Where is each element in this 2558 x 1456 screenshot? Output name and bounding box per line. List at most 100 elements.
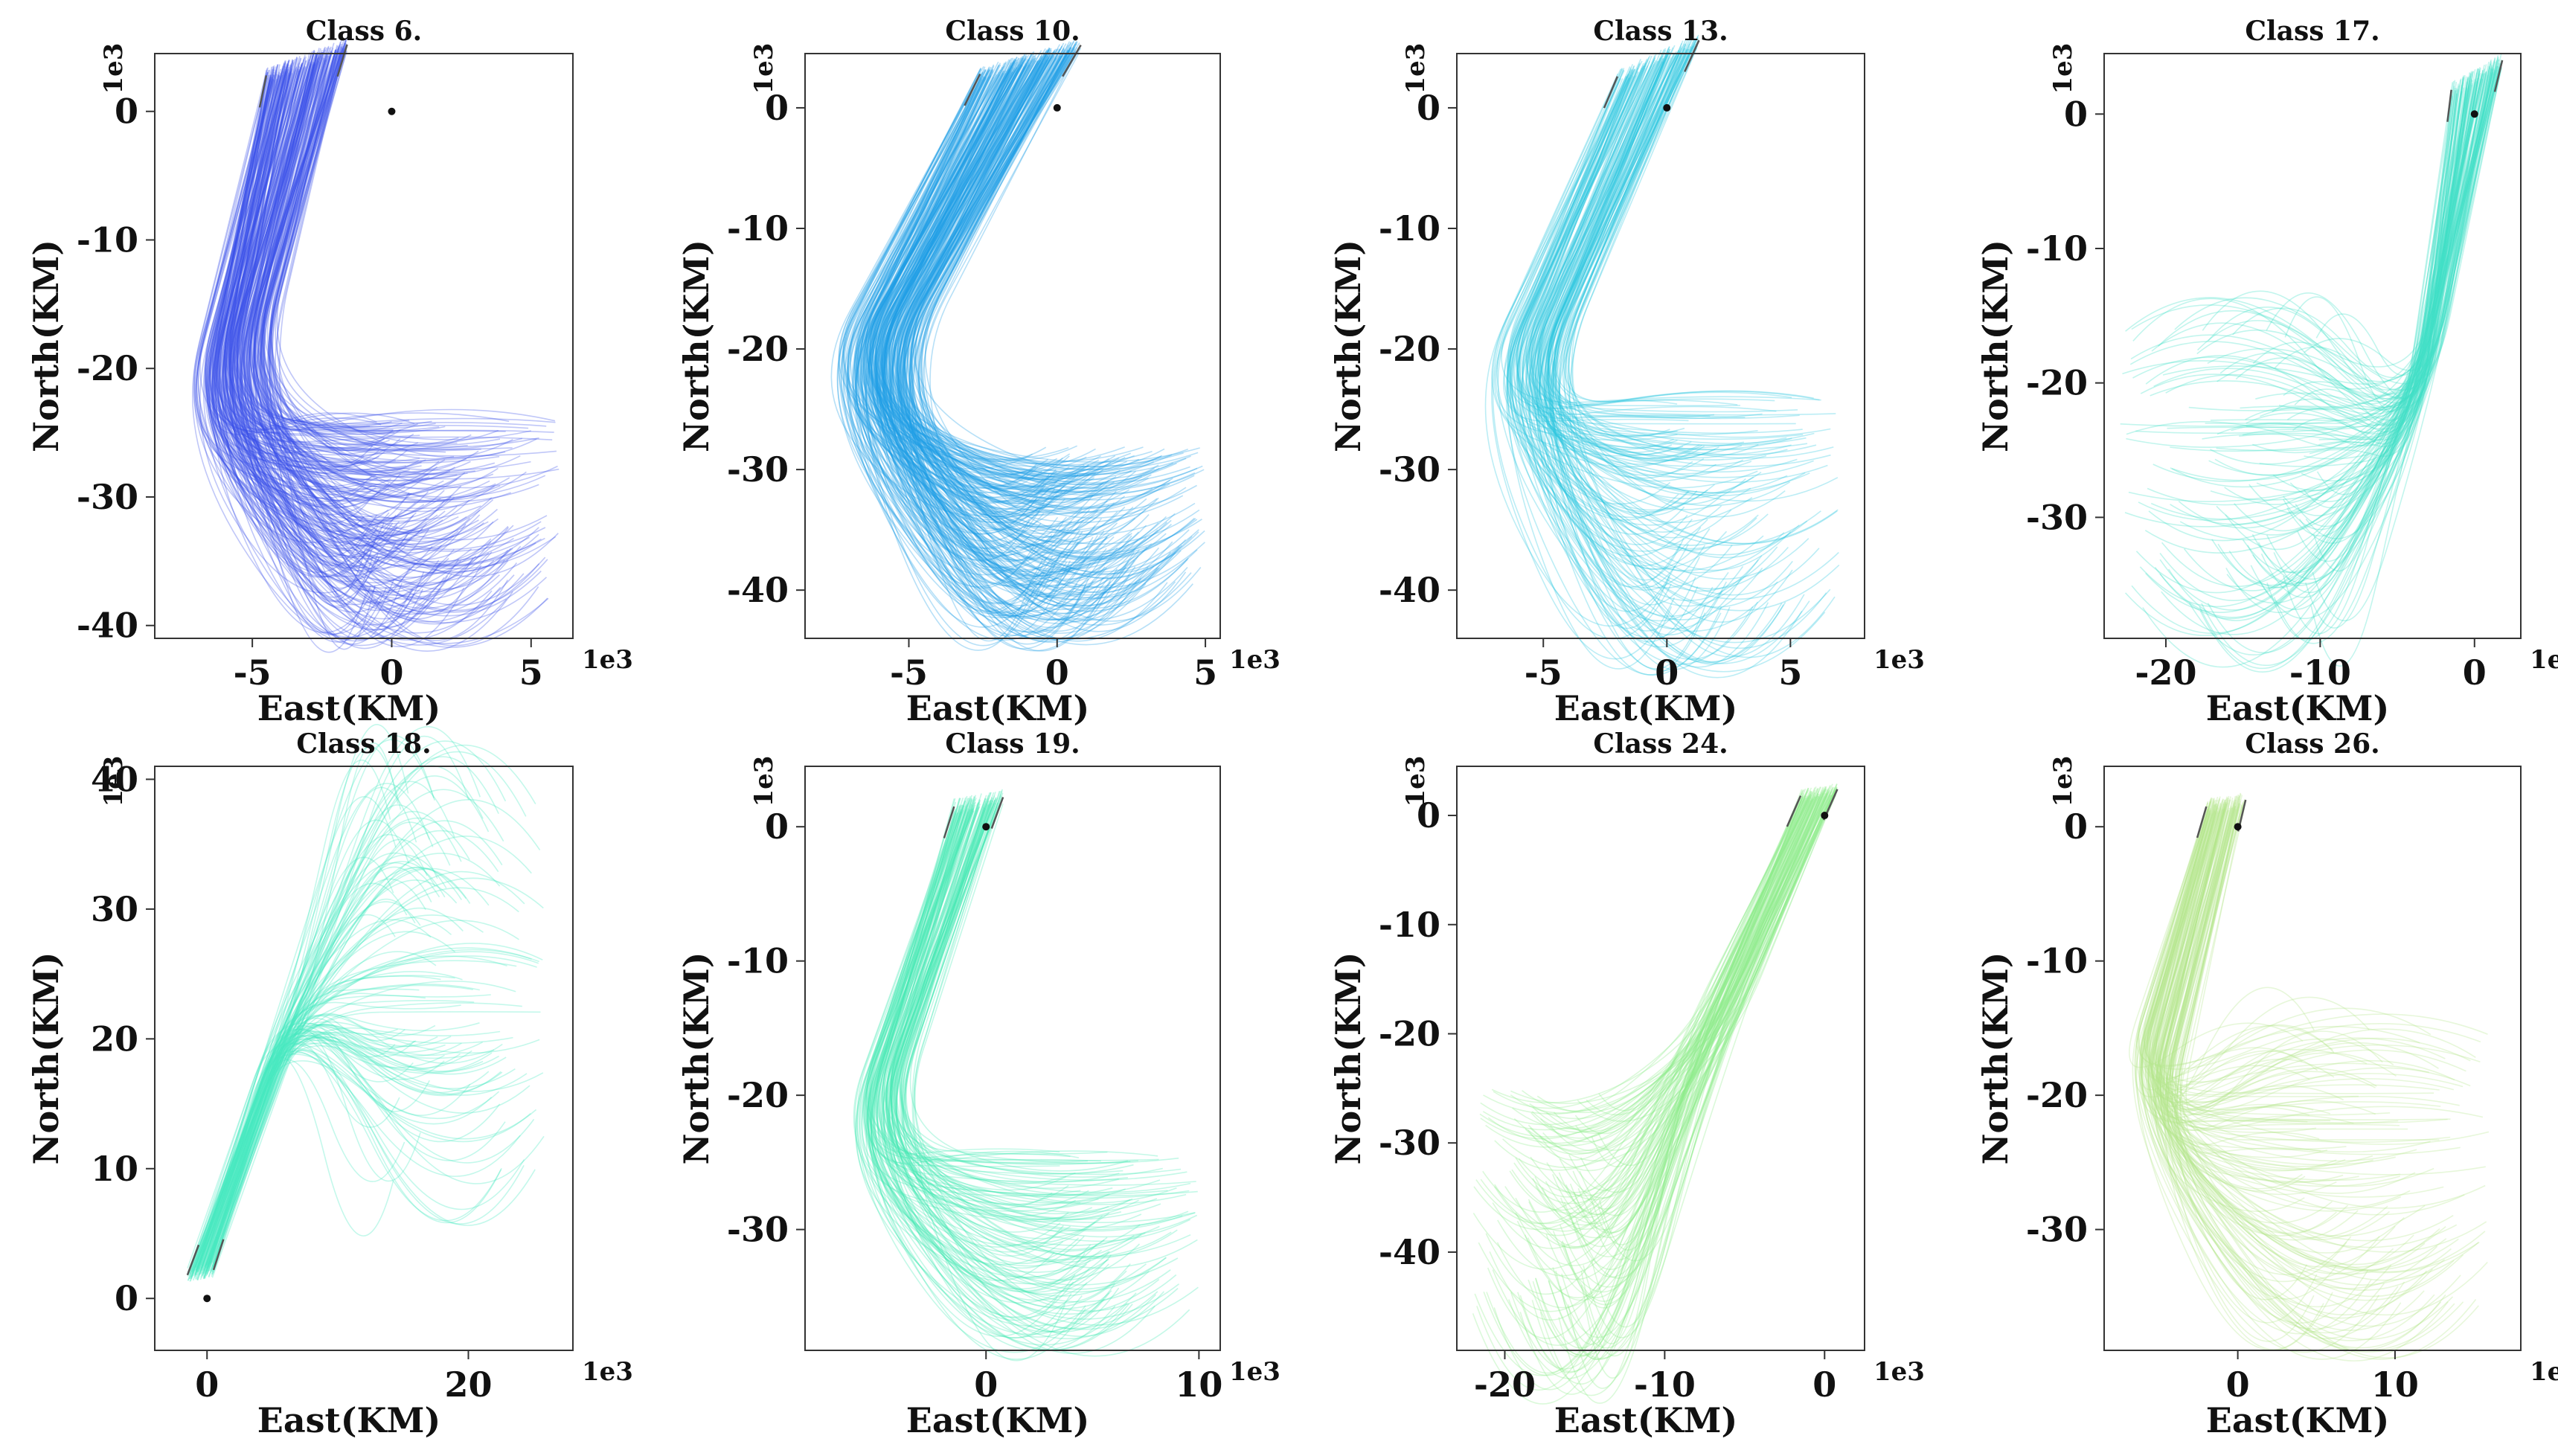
trajectory — [2141, 803, 2434, 1316]
approach-segment — [943, 806, 955, 838]
trajectory — [268, 39, 385, 565]
trajectory — [886, 802, 1155, 1354]
trajectory — [2150, 807, 2392, 1308]
trajectory — [899, 793, 1178, 1260]
trajectory — [854, 72, 1070, 571]
x-axis-multiplier: 1e3 — [1873, 645, 1925, 675]
trajectory — [2159, 808, 2461, 1155]
trajectory — [2152, 803, 2446, 1091]
trajectory — [2172, 795, 2426, 1275]
trajectory — [2225, 73, 2487, 613]
trajectory — [891, 60, 1131, 640]
trajectory — [2138, 802, 2490, 1145]
trajectory — [879, 66, 1136, 620]
trajectory — [2315, 66, 2498, 376]
trajectory — [237, 54, 461, 496]
trajectory — [2304, 67, 2502, 371]
trajectory — [2125, 78, 2483, 391]
trajectory — [208, 735, 469, 1277]
trajectory — [2128, 77, 2469, 502]
trajectory — [205, 1030, 501, 1277]
trajectory — [2156, 799, 2347, 1150]
trajectory — [207, 1036, 490, 1273]
trajectory — [2174, 802, 2465, 1216]
trajectory — [1598, 801, 1802, 1251]
trajectory — [2162, 802, 2394, 1281]
trajectory — [883, 58, 1180, 596]
trajectory — [206, 1035, 545, 1271]
trajectory — [211, 917, 452, 1275]
trajectory — [891, 797, 1072, 1338]
trajectory — [874, 64, 1161, 475]
trajectory — [246, 55, 390, 449]
trajectory — [868, 809, 1190, 1199]
trajectory — [229, 52, 518, 615]
trajectory — [190, 955, 537, 1280]
trajectory — [2272, 59, 2492, 492]
trajectory — [899, 53, 1109, 512]
trajectory — [1504, 789, 1825, 1232]
trajectory — [914, 54, 1117, 527]
trajectory — [1520, 54, 1679, 468]
trajectory — [205, 914, 484, 1269]
trajectory — [2154, 71, 2493, 618]
trajectory — [205, 765, 484, 1266]
trajectory — [1529, 787, 1809, 1120]
trajectory — [862, 68, 1094, 637]
trajectory — [1597, 791, 1833, 1167]
trajectory — [205, 60, 513, 451]
trajectory — [196, 1056, 394, 1280]
trajectory — [908, 42, 1112, 643]
trajectory — [2171, 798, 2359, 1183]
trajectory — [2135, 65, 2498, 594]
trajectory — [2140, 78, 2462, 421]
trajectory — [2146, 796, 2432, 1080]
trajectory — [237, 68, 539, 503]
trajectory-lines — [830, 40, 1205, 652]
trajectory — [888, 804, 1123, 1175]
trajectory — [888, 70, 1117, 498]
trajectory — [2163, 807, 2447, 1271]
trajectory — [2282, 72, 2478, 516]
trajectory — [1493, 798, 1813, 1109]
trajectory — [1484, 73, 1671, 627]
trajectory — [1480, 792, 1819, 1140]
trajectory — [858, 804, 1128, 1346]
trajectory — [2132, 88, 2468, 408]
trajectory — [2316, 69, 2498, 496]
trajectory — [2161, 809, 2306, 1192]
trajectory — [259, 56, 420, 476]
trajectory — [1547, 51, 1783, 664]
trajectory — [840, 68, 1155, 615]
trajectory — [252, 51, 372, 598]
trajectory — [2141, 801, 2373, 1167]
trajectory — [900, 794, 1163, 1178]
trajectory — [890, 792, 1134, 1175]
y-axis-multiplier: 1e3 — [99, 756, 129, 807]
x-tick-label: 5 — [1778, 652, 1802, 693]
trajectory — [2148, 811, 2380, 1280]
trajectory — [2246, 68, 2479, 585]
trajectory — [254, 51, 540, 613]
trajectory — [203, 1022, 431, 1271]
trajectory — [211, 866, 462, 1271]
trajectory — [194, 1002, 522, 1280]
trajectory — [200, 817, 470, 1266]
trajectory — [871, 798, 1058, 1337]
trajectory — [903, 48, 1126, 478]
trajectory — [882, 806, 1067, 1191]
trajectory — [904, 58, 1096, 467]
trajectory — [187, 725, 481, 1273]
trajectory — [1527, 54, 1708, 513]
trajectory-lines — [2120, 54, 2503, 673]
trajectory — [205, 66, 395, 435]
trajectory — [196, 1049, 525, 1271]
trajectory — [881, 54, 1099, 545]
trajectory — [1528, 793, 1812, 1161]
trajectory — [194, 1051, 521, 1277]
trajectory — [2170, 810, 2476, 1106]
trajectory — [211, 1017, 415, 1263]
trajectory — [866, 77, 1195, 501]
trajectory — [865, 800, 1138, 1164]
trajectory — [1507, 69, 1785, 574]
